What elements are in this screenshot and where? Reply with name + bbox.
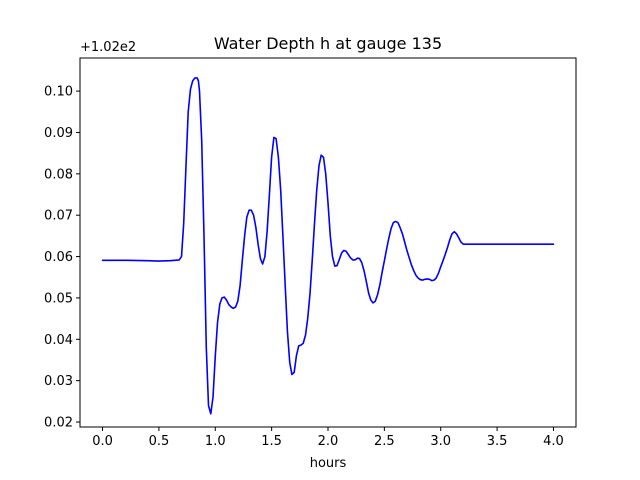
chart-title: Water Depth h at gauge 135 bbox=[214, 34, 442, 53]
axes-frame bbox=[79, 57, 577, 428]
y-tick-label: 0.10 bbox=[44, 85, 73, 100]
y-tick-label: 0.07 bbox=[44, 209, 73, 224]
plot-area bbox=[101, 77, 555, 415]
x-tick-label: 3.0 bbox=[430, 434, 451, 449]
x-tick-label: 2.0 bbox=[318, 434, 339, 449]
x-tick-label: 0.5 bbox=[149, 434, 170, 449]
y-tick-label: 0.04 bbox=[44, 333, 73, 348]
x-axis-label: hours bbox=[310, 456, 347, 471]
y-axis-ticks: 0.02 0.03 0.04 0.05 0.06 0.07 0.08 0.09 0.10 bbox=[44, 85, 80, 431]
water-depth-series-line bbox=[101, 77, 555, 415]
y-tick-label: 0.03 bbox=[44, 374, 73, 389]
x-tick-label: 4.0 bbox=[543, 434, 564, 449]
y-tick-label: 0.06 bbox=[44, 250, 73, 265]
x-tick-label: 0.0 bbox=[92, 434, 113, 449]
y-tick-label: 0.02 bbox=[44, 416, 73, 431]
y-tick-label: 0.09 bbox=[44, 126, 73, 141]
y-axis-offset-text: +1.02e2 bbox=[80, 40, 136, 55]
x-tick-label: 1.0 bbox=[205, 434, 226, 449]
x-axis-ticks: 0.0 0.5 1.0 1.5 2.0 2.5 3.0 3.5 4.0 bbox=[92, 427, 564, 449]
y-tick-label: 0.05 bbox=[44, 291, 73, 306]
x-tick-label: 3.5 bbox=[487, 434, 508, 449]
x-tick-label: 1.5 bbox=[261, 434, 282, 449]
x-tick-label: 2.5 bbox=[374, 434, 395, 449]
y-tick-label: 0.08 bbox=[44, 167, 73, 182]
